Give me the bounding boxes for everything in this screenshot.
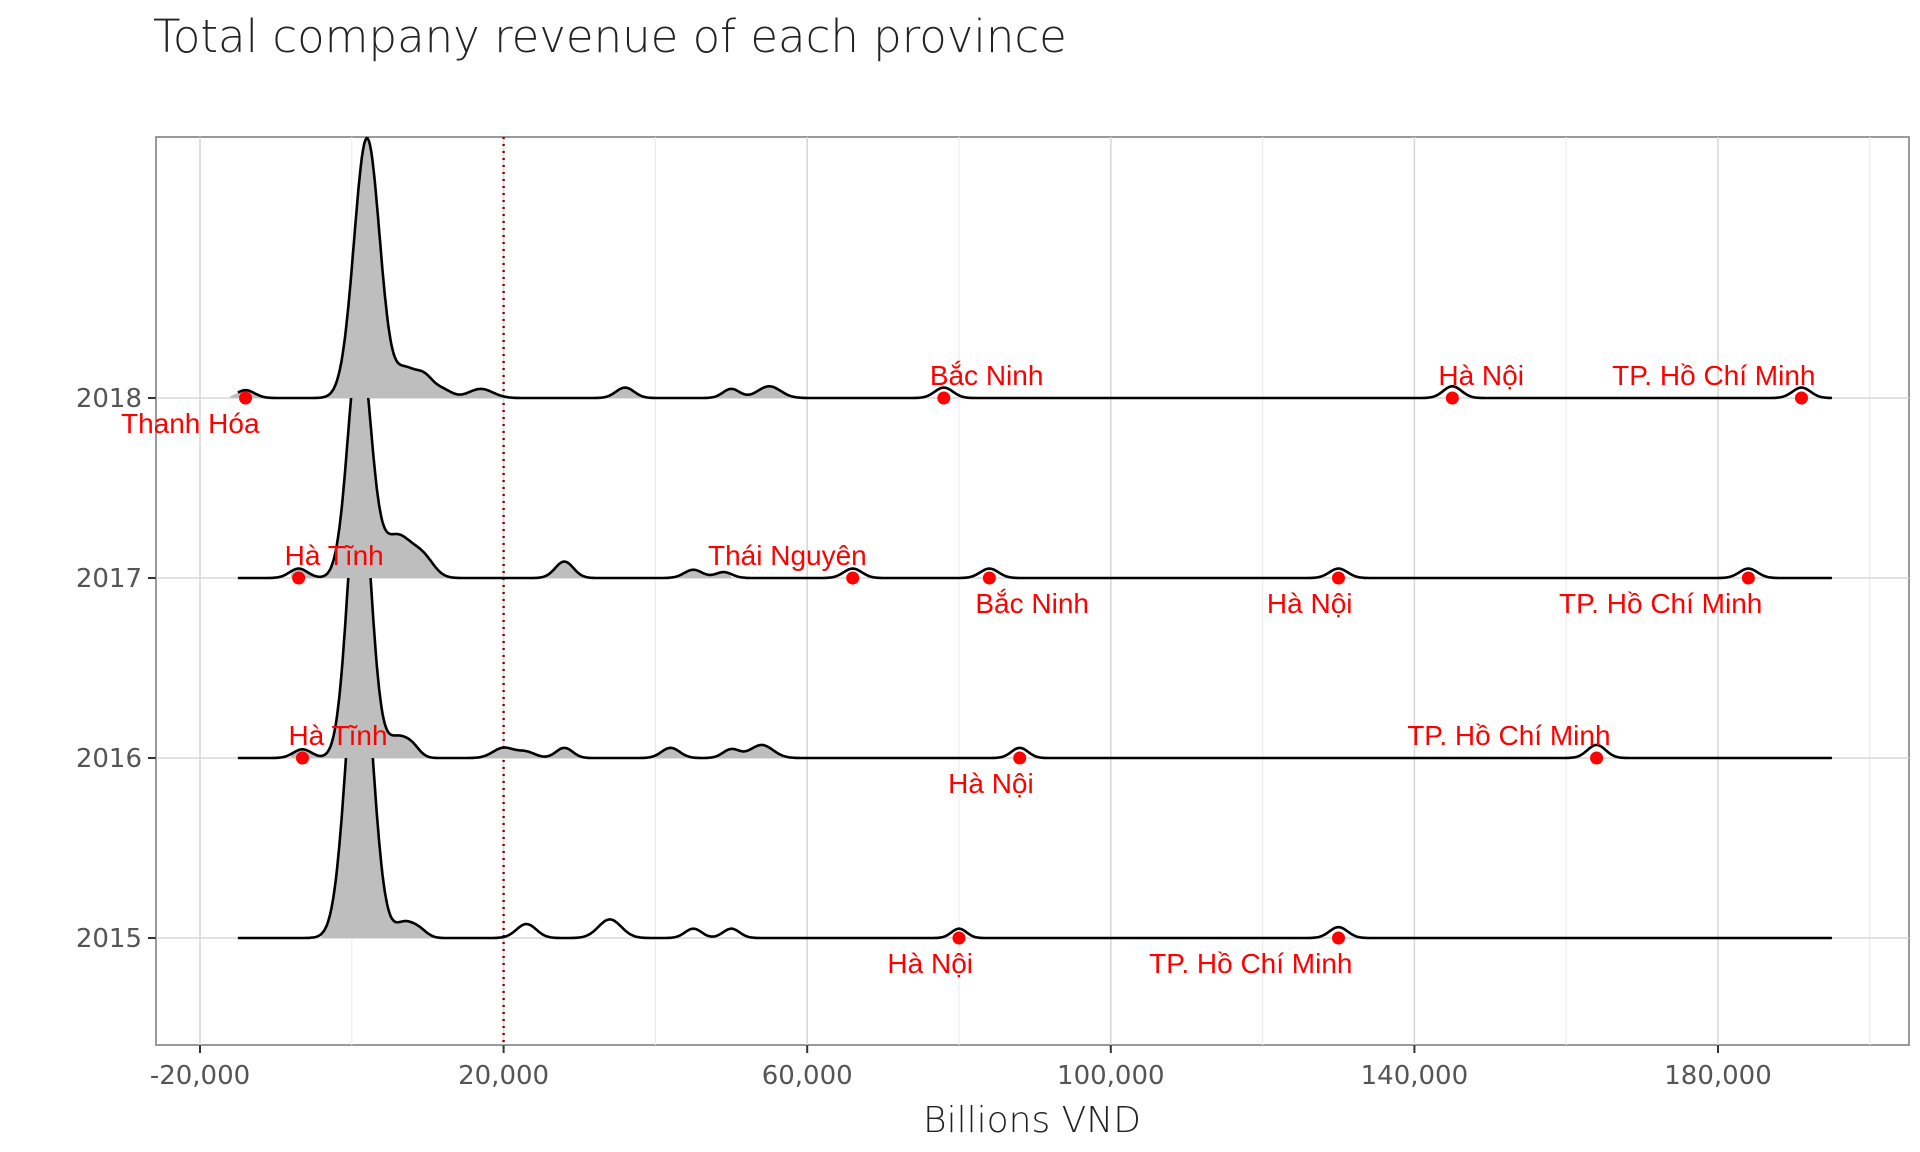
point-label: Bắc Ninh xyxy=(975,588,1089,619)
ridge-fill-2018 xyxy=(230,138,808,398)
y-tick-label: 2016 xyxy=(76,744,142,774)
ridge-line-2017 xyxy=(237,339,1832,580)
data-point xyxy=(1332,571,1345,585)
point-label: TP. Hồ Chí Minh xyxy=(1149,948,1352,979)
data-point xyxy=(292,571,306,585)
data-point xyxy=(1741,571,1755,585)
data-point xyxy=(846,571,860,585)
data-point xyxy=(982,571,996,585)
data-point xyxy=(1013,751,1027,765)
point-label: Hà Nội xyxy=(1267,588,1353,619)
data-point xyxy=(239,391,253,405)
point-label: Hà Tĩnh xyxy=(288,720,387,751)
data-point xyxy=(295,751,309,765)
point-label: Thái Nguyên xyxy=(708,540,867,571)
data-point xyxy=(937,391,951,405)
x-tick-label: 100,000 xyxy=(1057,1061,1165,1091)
chart-title: Total company revenue of each province xyxy=(153,10,1067,63)
point-label: Hà Nội xyxy=(948,768,1034,799)
plot-panel xyxy=(155,136,1910,1046)
ridges xyxy=(230,136,1833,940)
y-axis-labels: 2015 2016 2017 2018 xyxy=(76,384,156,954)
y-tick-label: 2017 xyxy=(76,564,142,594)
point-label: TP. Hồ Chí Minh xyxy=(1407,720,1610,751)
data-point xyxy=(1590,751,1604,765)
point-label: TP. Hồ Chí Minh xyxy=(1612,360,1815,391)
x-axis: -20,000 20,000 60,000 100,000 140,000 180,000 xyxy=(150,1045,1772,1091)
ridge-line-2016 xyxy=(237,466,1832,760)
y-tick-label: 2018 xyxy=(76,384,142,414)
point-label: Hà Tĩnh xyxy=(285,540,384,571)
point-label: Thanh Hóa xyxy=(121,408,260,439)
data-point xyxy=(952,931,966,945)
point-label: Hà Nội xyxy=(1438,360,1524,391)
point-markers: Hà Nội TP. Hồ Chí Minh Hà Tĩnh Hà Nội TP. Hồ… xyxy=(121,360,1815,979)
ridge-fill-2016 xyxy=(291,468,785,758)
x-axis-title: Billions VND xyxy=(923,1100,1141,1141)
data-point xyxy=(1794,391,1808,405)
y-tick-label: 2015 xyxy=(76,924,142,954)
x-tick-label: 180,000 xyxy=(1664,1061,1772,1091)
point-label: TP. Hồ Chí Minh xyxy=(1559,588,1762,619)
data-point xyxy=(1332,931,1345,945)
point-label: Hà Nội xyxy=(887,948,973,979)
x-tick-label: -20,000 xyxy=(150,1061,250,1091)
point-label: Bắc Ninh xyxy=(930,360,1044,391)
x-tick-label: 20,000 xyxy=(458,1061,549,1091)
x-tick-label: 60,000 xyxy=(762,1061,853,1091)
ridge-line-2015 xyxy=(237,626,1832,940)
ridge-line-2018 xyxy=(237,136,1833,400)
x-tick-label: 140,000 xyxy=(1361,1061,1469,1091)
data-point xyxy=(1445,391,1459,405)
